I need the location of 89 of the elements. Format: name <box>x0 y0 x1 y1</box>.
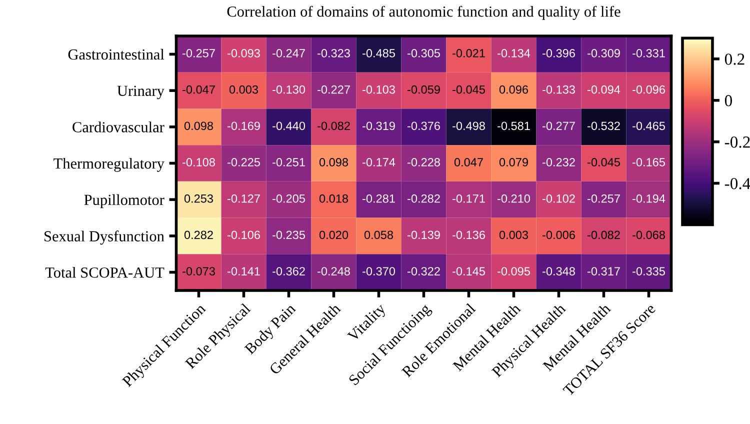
data-label: -0.247 <box>272 49 305 58</box>
data-label: 0.020 <box>319 230 348 240</box>
data-label: -0.108 <box>182 158 215 166</box>
data-label: -0.228 <box>408 158 440 166</box>
data-label: -0.047 <box>182 85 215 94</box>
color-bar-label: 0 <box>724 95 732 106</box>
data-label: -0.106 <box>228 230 260 240</box>
data-label: -0.139 <box>408 230 440 240</box>
data-label: 0.003 <box>499 230 528 240</box>
y-tick-label: Cardiovascular <box>72 122 164 132</box>
data-label: -0.370 <box>362 267 396 276</box>
data-label: -0.136 <box>452 230 485 240</box>
data-label: -0.073 <box>182 267 215 276</box>
data-label: -0.141 <box>228 267 260 276</box>
data-label: -0.093 <box>228 49 260 58</box>
data-label: -0.174 <box>362 158 396 166</box>
y-tick-label: Pupillomotor <box>84 194 164 208</box>
data-label: -0.257 <box>182 49 215 58</box>
data-label: 0.282 <box>184 230 213 240</box>
data-label: -0.305 <box>408 49 440 58</box>
data-label: -0.465 <box>632 122 665 130</box>
data-label: -0.045 <box>588 158 620 166</box>
data-label: -0.082 <box>318 122 350 130</box>
data-label: -0.127 <box>228 194 260 203</box>
data-label: -0.165 <box>632 158 665 166</box>
data-label: -0.232 <box>542 158 575 166</box>
data-label: 0.018 <box>319 194 348 203</box>
data-label: -0.205 <box>272 194 305 203</box>
data-label: -0.248 <box>318 267 350 276</box>
data-label: -0.059 <box>408 85 440 94</box>
chart-title: Correlation of domains of autonomic function and quality of life <box>227 6 620 20</box>
data-label: -0.133 <box>542 85 575 94</box>
data-label: 0.253 <box>184 194 214 203</box>
data-label: -0.317 <box>588 267 620 276</box>
data-label: -0.082 <box>588 230 620 240</box>
data-label: 0.096 <box>499 85 528 94</box>
y-tick-label: Sexual Dysfunction <box>44 230 164 245</box>
data-label: -0.096 <box>632 85 665 94</box>
data-label: -0.103 <box>362 85 395 94</box>
data-label: -0.130 <box>272 85 306 94</box>
data-label: -0.171 <box>452 194 485 203</box>
y-tick-label: Total SCOPA-AUT <box>45 266 164 278</box>
data-label: -0.210 <box>498 194 530 203</box>
data-label: -0.257 <box>588 194 620 203</box>
data-label: -0.331 <box>632 49 665 58</box>
y-tick-label: Thermoregulatory <box>54 158 164 172</box>
data-label: -0.532 <box>588 122 620 130</box>
data-label: 0.047 <box>454 158 483 166</box>
data-label: -0.309 <box>588 49 620 58</box>
data-label: -0.251 <box>272 158 305 166</box>
data-label: -0.094 <box>588 85 620 94</box>
color-bar-label: 0.2 <box>724 54 744 65</box>
data-label: -0.440 <box>272 122 306 130</box>
y-tick-label: Urinary <box>117 86 164 100</box>
data-label: 0.079 <box>499 158 528 166</box>
data-label: 0.058 <box>364 230 394 240</box>
data-label: -0.021 <box>452 49 485 58</box>
data-label: -0.169 <box>228 122 260 130</box>
data-label: -0.376 <box>408 122 440 130</box>
data-label: 0.098 <box>184 122 214 130</box>
data-label: -0.068 <box>632 230 665 240</box>
data-label: -0.277 <box>542 122 575 130</box>
data-label: -0.134 <box>498 49 530 58</box>
data-label: -0.335 <box>632 267 665 276</box>
data-label: 0.003 <box>229 85 258 94</box>
data-label: -0.225 <box>228 158 260 166</box>
data-label: -0.006 <box>542 230 575 240</box>
data-label: 0.098 <box>319 158 348 166</box>
data-label: -0.282 <box>408 194 440 203</box>
data-label: -0.498 <box>452 122 485 130</box>
color-bar-label: -0.4 <box>724 178 750 190</box>
data-label: -0.396 <box>542 49 575 58</box>
data-label: -0.102 <box>542 194 575 203</box>
data-label: -0.485 <box>362 49 395 58</box>
data-label: -0.348 <box>542 267 575 276</box>
data-label: -0.281 <box>362 194 395 203</box>
data-label: -0.235 <box>272 230 305 240</box>
data-label: -0.194 <box>632 194 666 203</box>
data-label: -0.227 <box>318 85 350 94</box>
data-label: -0.095 <box>498 267 530 276</box>
data-label: -0.323 <box>318 49 350 58</box>
data-label: -0.581 <box>498 122 530 130</box>
data-label: -0.362 <box>272 267 305 276</box>
data-label: -0.319 <box>362 122 395 130</box>
data-label: -0.145 <box>452 267 485 276</box>
data-label: -0.045 <box>452 85 485 94</box>
color-bar-label: -0.2 <box>724 136 750 148</box>
y-tick-label: Gastrointestinal <box>68 48 164 60</box>
data-label: -0.322 <box>408 267 440 276</box>
